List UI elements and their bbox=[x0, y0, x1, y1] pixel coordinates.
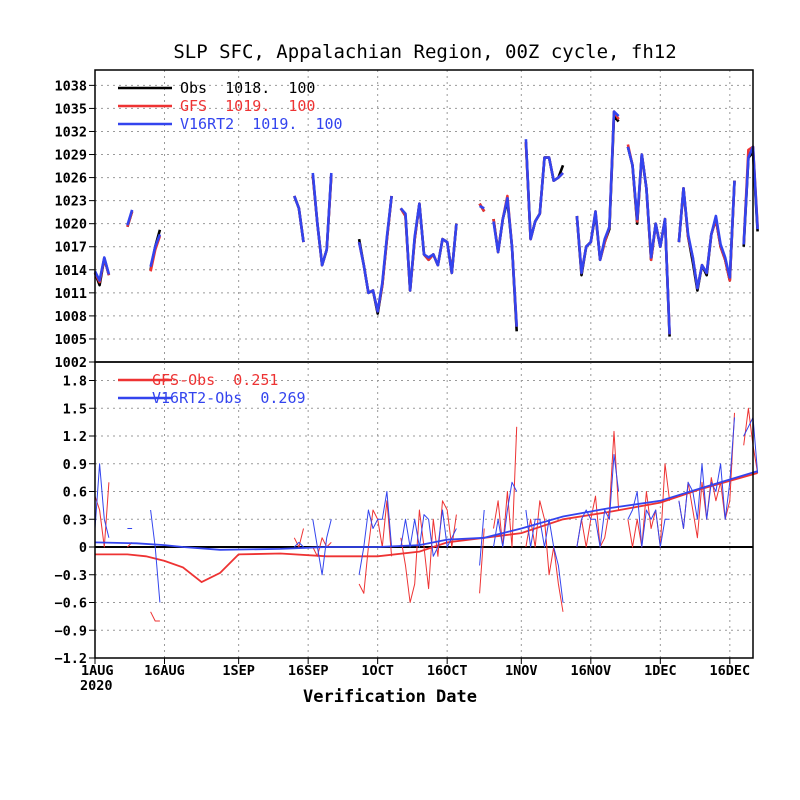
y-tick-label: 1002 bbox=[54, 355, 87, 371]
series-line-gfs-obs bbox=[479, 528, 485, 594]
series-line-gfs-obs bbox=[400, 500, 457, 603]
y-tick-label: 1035 bbox=[54, 101, 87, 117]
y-tick-label: 1038 bbox=[54, 78, 87, 94]
legend-entry: V16RT2 1019. 100 bbox=[180, 115, 343, 133]
y-tick-label: 1029 bbox=[54, 148, 87, 164]
chart-title: SLP SFC, Appalachian Region, 00Z cycle, … bbox=[173, 41, 676, 63]
series-line-v16rt2 bbox=[399, 202, 458, 292]
y-tick-label: 1032 bbox=[54, 124, 87, 140]
series-line-v16rt2 bbox=[311, 172, 333, 267]
y-tick-label: 1026 bbox=[54, 171, 87, 187]
series-line-gfs-obs bbox=[493, 426, 518, 548]
x-tick-label: 16AUG bbox=[144, 663, 185, 679]
x-year-label: 2020 bbox=[80, 678, 113, 694]
running-mean-line-gfs-obs bbox=[95, 472, 758, 584]
y-tick-label: 1008 bbox=[54, 309, 87, 325]
legend-entry: V16RT2-Obs 0.269 bbox=[152, 389, 306, 407]
series-line-v16rt2-obs bbox=[627, 491, 670, 548]
series-line-v16rt2 bbox=[93, 256, 111, 282]
x-axis-label: Verification Date bbox=[303, 687, 477, 707]
x-tick-label: 16SEP bbox=[288, 663, 329, 679]
y-tick-label: 0.3 bbox=[63, 512, 87, 528]
series-line-v16rt2-obs bbox=[312, 519, 332, 576]
y-tick-label: 0.6 bbox=[63, 485, 87, 501]
series-line-v16rt2-obs bbox=[400, 509, 457, 557]
panel-frame bbox=[94, 361, 754, 659]
series-line-v16rt2 bbox=[492, 197, 518, 327]
bottom-panel-bias: −1.2 −0.9 −0.6 −0.3 0 0.3 0.6 0.9 1.2 1.5 1.8 GFS-O… bbox=[54, 361, 759, 667]
y-tick-label: 1023 bbox=[54, 194, 87, 210]
series-line-v16rt2-obs bbox=[358, 491, 393, 575]
series-line-v16rt2 bbox=[149, 233, 162, 267]
x-axis-date-labels: 1AUG 16AUG 1SEP 16SEP 1OCT 16OCT 1NOV 16NOV 1DEC… bbox=[81, 658, 750, 679]
series-line-v16rt2 bbox=[357, 195, 393, 313]
series-line-v16rt2-obs bbox=[293, 541, 304, 548]
legend-entry: GFS 1019. 100 bbox=[180, 97, 315, 115]
running-mean-line-v16rt2-obs bbox=[94, 470, 758, 551]
y-tick-label: 1.8 bbox=[63, 374, 87, 390]
x-tick-label: 1NOV bbox=[505, 663, 538, 679]
series-line-v16rt2-obs bbox=[576, 454, 620, 548]
y-tick-label: 1020 bbox=[54, 217, 87, 233]
legend-entry: Obs 1018. 100 bbox=[180, 79, 315, 97]
series-line-v16rt2-obs bbox=[678, 417, 735, 529]
series-line-gfs bbox=[357, 195, 393, 313]
y-tick-label: −0.9 bbox=[54, 623, 87, 639]
x-tick-label: 1DEC bbox=[644, 663, 677, 679]
y-tick-label: 1.2 bbox=[63, 429, 87, 445]
series-line-gfs-obs bbox=[743, 407, 759, 474]
y-tick-label: 0.9 bbox=[63, 457, 87, 473]
series-line-v16rt2 bbox=[575, 110, 620, 275]
series-line-v16rt2-obs bbox=[525, 509, 564, 603]
series-line-v16rt2 bbox=[293, 195, 305, 243]
x-tick-label: 16DEC bbox=[710, 663, 751, 679]
series-line-v16rt2 bbox=[677, 180, 736, 290]
x-tick-label: 16NOV bbox=[570, 663, 611, 679]
series-line-gfs-obs bbox=[525, 500, 564, 612]
series-line-gfs-obs bbox=[576, 430, 620, 548]
series-line-gfs-obs bbox=[293, 528, 304, 548]
x-tick-label: 16OCT bbox=[427, 663, 468, 679]
series-line-v16rt2 bbox=[479, 204, 485, 210]
y-tick-label: 1017 bbox=[54, 240, 87, 256]
series-line-gfs-obs bbox=[358, 500, 393, 594]
series-line-v16rt2 bbox=[742, 145, 759, 245]
series-line-v16rt2 bbox=[126, 209, 134, 226]
y-tick-label: 0 bbox=[79, 540, 87, 556]
y-tick-label: −0.3 bbox=[54, 568, 87, 584]
series-line-v16rt2 bbox=[626, 146, 671, 335]
legend-entry: GFS-Obs 0.251 bbox=[152, 371, 278, 389]
series-line-v16rt2-obs bbox=[150, 509, 161, 603]
y-tick-label: −1.2 bbox=[54, 651, 87, 667]
y-tick-label: 1014 bbox=[54, 263, 87, 279]
series-line-gfs-obs bbox=[312, 537, 332, 557]
x-tick-label: 1SEP bbox=[222, 663, 255, 679]
top-panel-slp: 1002 1005 1008 1011 1014 1017 1020 1023 1026 1029… bbox=[54, 69, 759, 371]
series-line-v16rt2-obs bbox=[743, 417, 759, 474]
y-tick-label: 1011 bbox=[54, 286, 87, 302]
x-tick-label: 1AUG bbox=[81, 663, 114, 679]
series-line-v16rt2 bbox=[524, 139, 564, 241]
series-line-v16rt2-obs bbox=[94, 463, 110, 538]
y-tick-label: −0.6 bbox=[54, 596, 87, 612]
y-tick-label: 1.5 bbox=[63, 401, 87, 417]
series-line-gfs-obs bbox=[150, 611, 160, 622]
series-line-v16rt2-obs bbox=[493, 481, 518, 548]
y-tick-label: 1005 bbox=[54, 332, 87, 348]
x-tick-label: 1OCT bbox=[361, 663, 394, 679]
series-line-gfs-obs bbox=[627, 463, 671, 548]
